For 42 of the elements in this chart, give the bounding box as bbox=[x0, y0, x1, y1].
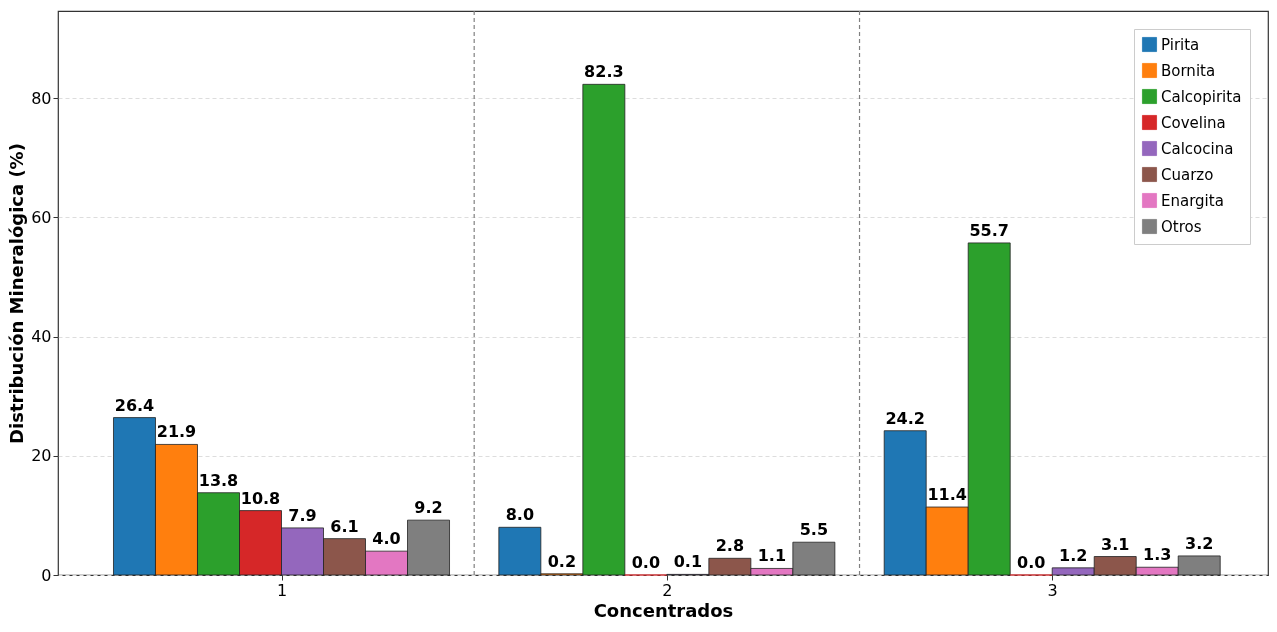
x-axis-title: Concentrados bbox=[593, 599, 734, 621]
data-label: 21.9 bbox=[156, 422, 197, 442]
data-label: 3.1 bbox=[1101, 534, 1130, 554]
data-label: 0.1 bbox=[673, 552, 703, 572]
y-tick-label: 60 bbox=[31, 207, 52, 227]
data-label: 82.3 bbox=[584, 62, 624, 82]
data-label: 13.8 bbox=[198, 470, 239, 490]
x-tick-label: 3 bbox=[1047, 580, 1058, 600]
legend-label: Otros bbox=[1161, 217, 1202, 236]
data-label: 1.2 bbox=[1059, 545, 1088, 565]
data-label: 0.0 bbox=[631, 553, 661, 572]
y-tick-label: 20 bbox=[31, 446, 52, 466]
data-label: 8.0 bbox=[505, 505, 535, 525]
data-label: 55.7 bbox=[969, 220, 1009, 240]
data-label: 1.3 bbox=[1143, 545, 1172, 565]
data-label: 6.1 bbox=[330, 516, 359, 536]
data-label: 9.2 bbox=[414, 498, 443, 518]
data-label: 1.1 bbox=[757, 546, 787, 566]
legend-label: Cuarzo bbox=[1161, 165, 1214, 184]
legend-label: Enargita bbox=[1161, 191, 1224, 210]
data-label: 24.2 bbox=[885, 408, 925, 428]
legend-label: Pirita bbox=[1161, 35, 1200, 54]
data-label: 11.4 bbox=[927, 485, 967, 505]
legend-label: Calcocina bbox=[1161, 139, 1234, 158]
x-tick-label: 2 bbox=[662, 580, 673, 600]
data-label: 7.9 bbox=[288, 505, 317, 525]
data-label: 4.0 bbox=[372, 529, 401, 549]
data-label: 5.5 bbox=[799, 520, 829, 540]
data-label: 3.2 bbox=[1185, 533, 1214, 553]
legend-label: Covelina bbox=[1161, 113, 1226, 132]
y-tick-label: 80 bbox=[31, 88, 52, 108]
data-label: 10.8 bbox=[240, 488, 281, 508]
y-tick-label: 40 bbox=[31, 327, 52, 347]
data-label: 0.2 bbox=[547, 551, 577, 571]
legend-label: Calcopirita bbox=[1161, 87, 1242, 106]
x-tick-label: 1 bbox=[276, 580, 288, 600]
data-label: 2.8 bbox=[715, 536, 745, 556]
data-label: 26.4 bbox=[114, 395, 155, 415]
legend-label: Bornita bbox=[1161, 61, 1216, 80]
y-tick-label: 0 bbox=[41, 565, 52, 585]
y-axis-title: Distribución Mineralógica (%) bbox=[6, 143, 28, 444]
data-label: 0.0 bbox=[1017, 553, 1046, 572]
